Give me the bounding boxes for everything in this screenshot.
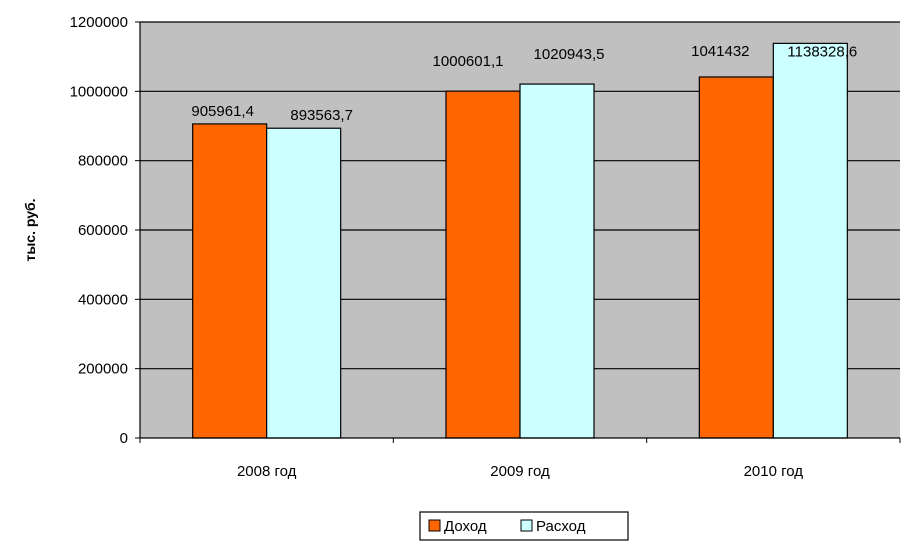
bar-income-2 bbox=[698, 76, 774, 439]
y-axis-label: тыс. руб. bbox=[22, 198, 38, 261]
legend-entry: Доход bbox=[444, 518, 487, 535]
bar-expense-0 bbox=[266, 127, 342, 439]
axes bbox=[135, 21, 901, 443]
legend: Доход Расход bbox=[419, 511, 629, 541]
data-label: 1041432 bbox=[691, 43, 749, 60]
y-tick-label: 0 bbox=[120, 430, 128, 447]
x-category-label: 2009 год bbox=[490, 463, 550, 480]
data-label: 1000601,1 bbox=[433, 53, 504, 70]
bar-expense-2 bbox=[772, 42, 848, 439]
y-tick-label: 600000 bbox=[78, 222, 128, 239]
bar-income-1 bbox=[445, 90, 521, 439]
y-tick-labels: 0 200000 400000 600000 800000 1000000 1200000 bbox=[70, 14, 128, 447]
data-label: 1138328,6 bbox=[787, 43, 857, 60]
legend-entry: Расход bbox=[536, 518, 586, 535]
bar-expense-1 bbox=[519, 83, 595, 439]
x-category-label: 2010 год bbox=[744, 463, 804, 480]
x-category-label: 2008 год bbox=[237, 463, 297, 480]
data-label: 893563,7 bbox=[290, 107, 353, 124]
y-tick-label: 200000 bbox=[78, 361, 128, 378]
legend-swatch bbox=[520, 519, 533, 532]
legend-swatch bbox=[428, 519, 441, 532]
y-tick-label: 800000 bbox=[78, 153, 128, 170]
data-label: 905961,4 bbox=[191, 103, 254, 120]
y-tick-label: 1000000 bbox=[70, 83, 128, 100]
y-tick-label: 1200000 bbox=[70, 14, 128, 31]
bar-income-0 bbox=[192, 123, 268, 439]
bars bbox=[192, 42, 848, 439]
x-category-labels: 2008 год 2009 год 2010 год bbox=[237, 463, 803, 480]
data-labels: 905961,4 1000601,1 1041432 893563,7 1020943,… bbox=[191, 43, 857, 124]
y-tick-label: 400000 bbox=[78, 291, 128, 308]
data-label: 1020943,5 bbox=[534, 46, 605, 63]
